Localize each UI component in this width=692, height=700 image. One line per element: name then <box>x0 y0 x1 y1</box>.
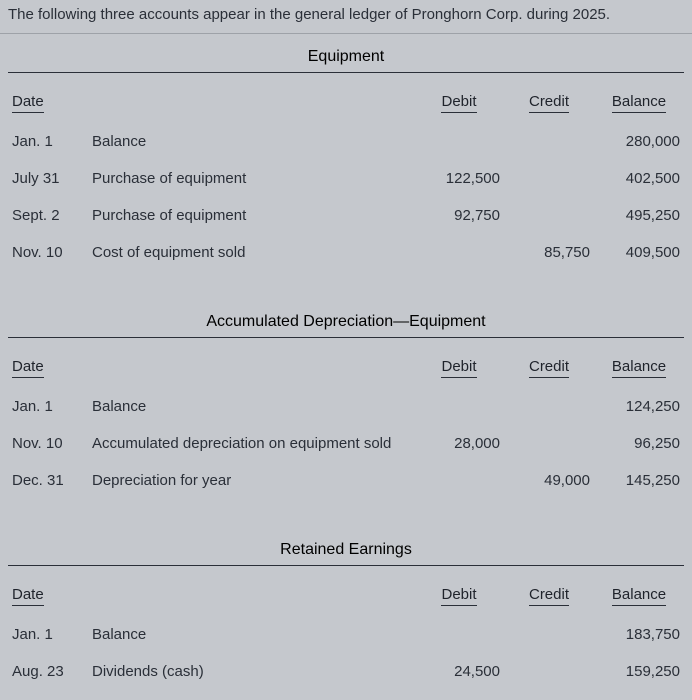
cell-debit: 122,500 <box>414 160 504 197</box>
cell-balance: 124,250 <box>594 388 684 425</box>
cell-balance: 402,500 <box>594 160 684 197</box>
col-desc-header <box>88 566 414 616</box>
table-header-row: Date Debit Credit Balance <box>8 338 684 388</box>
col-desc-header <box>88 338 414 388</box>
cell-debit: 28,000 <box>414 425 504 462</box>
table-row: Aug. 23 Dividends (cash) 24,500 159,250 <box>8 653 684 690</box>
cell-debit <box>414 234 504 271</box>
cell-date: Dec. 31 <box>8 462 88 499</box>
cell-date: Nov. 10 <box>8 425 88 462</box>
table-row: July 31 Purchase of equipment 122,500 40… <box>8 160 684 197</box>
cell-date: Aug. 23 <box>8 653 88 690</box>
intro-text: The following three accounts appear in t… <box>0 0 692 34</box>
cell-date: Nov. 10 <box>8 234 88 271</box>
col-credit-header: Credit <box>504 338 594 388</box>
cell-balance: 145,250 <box>594 462 684 499</box>
ledger-accum-depr: Accumulated Depreciation—Equipment Date … <box>8 313 684 499</box>
cell-balance: 409,500 <box>594 234 684 271</box>
cell-credit <box>504 388 594 425</box>
ledger-table: Date Debit Credit Balance Jan. 1 Balance… <box>8 73 684 271</box>
table-header-row: Date Debit Credit Balance <box>8 566 684 616</box>
col-balance-header: Balance <box>594 73 684 123</box>
col-date-header: Date <box>8 338 88 388</box>
col-desc-header <box>88 73 414 123</box>
ledger-table: Date Debit Credit Balance Jan. 1 Balance… <box>8 338 684 499</box>
cell-desc: Accumulated depreciation on equipment so… <box>88 425 414 462</box>
cell-balance: 183,750 <box>594 616 684 653</box>
col-date-header: Date <box>8 566 88 616</box>
ledger-equipment: Equipment Date Debit Credit Balance Jan.… <box>8 48 684 271</box>
cell-credit <box>504 123 594 160</box>
col-credit-header: Credit <box>504 73 594 123</box>
cell-desc: Balance <box>88 123 414 160</box>
cell-desc: Depreciation for year <box>88 462 414 499</box>
cell-debit <box>414 616 504 653</box>
cell-balance: 280,000 <box>594 123 684 160</box>
cell-date: July 31 <box>8 160 88 197</box>
cell-desc: Purchase of equipment <box>88 160 414 197</box>
col-debit-header: Debit <box>414 566 504 616</box>
col-credit-header: Credit <box>504 566 594 616</box>
table-row: Sept. 2 Purchase of equipment 92,750 495… <box>8 197 684 234</box>
cell-date: Sept. 2 <box>8 197 88 234</box>
cell-desc: Balance <box>88 616 414 653</box>
cell-debit <box>414 388 504 425</box>
col-balance-header: Balance <box>594 566 684 616</box>
ledger-title: Retained Earnings <box>8 541 684 566</box>
cell-debit: 24,500 <box>414 653 504 690</box>
table-row: Jan. 1 Balance 183,750 <box>8 616 684 653</box>
table-header-row: Date Debit Credit Balance <box>8 73 684 123</box>
col-debit-header: Debit <box>414 338 504 388</box>
cell-desc: Cost of equipment sold <box>88 234 414 271</box>
table-row: Jan. 1 Balance 280,000 <box>8 123 684 160</box>
cell-balance: 96,250 <box>594 425 684 462</box>
page: The following three accounts appear in t… <box>0 0 692 690</box>
table-row: Nov. 10 Accumulated depreciation on equi… <box>8 425 684 462</box>
cell-credit: 85,750 <box>504 234 594 271</box>
col-balance-header: Balance <box>594 338 684 388</box>
ledger-title: Equipment <box>8 48 684 73</box>
cell-credit: 49,000 <box>504 462 594 499</box>
col-debit-header: Debit <box>414 73 504 123</box>
cell-debit: 92,750 <box>414 197 504 234</box>
cell-desc: Dividends (cash) <box>88 653 414 690</box>
cell-balance: 495,250 <box>594 197 684 234</box>
table-row: Dec. 31 Depreciation for year 49,000 145… <box>8 462 684 499</box>
cell-credit <box>504 616 594 653</box>
cell-desc: Purchase of equipment <box>88 197 414 234</box>
table-row: Nov. 10 Cost of equipment sold 85,750 40… <box>8 234 684 271</box>
ledger-title: Accumulated Depreciation—Equipment <box>8 313 684 338</box>
ledger-table: Date Debit Credit Balance Jan. 1 Balance… <box>8 566 684 690</box>
cell-credit <box>504 197 594 234</box>
cell-desc: Balance <box>88 388 414 425</box>
cell-date: Jan. 1 <box>8 123 88 160</box>
cell-date: Jan. 1 <box>8 388 88 425</box>
cell-credit <box>504 425 594 462</box>
cell-debit <box>414 123 504 160</box>
table-row: Jan. 1 Balance 124,250 <box>8 388 684 425</box>
cell-date: Jan. 1 <box>8 616 88 653</box>
col-date-header: Date <box>8 73 88 123</box>
cell-debit <box>414 462 504 499</box>
ledger-retained-earnings: Retained Earnings Date Debit Credit Bala… <box>8 541 684 690</box>
cell-credit <box>504 160 594 197</box>
cell-credit <box>504 653 594 690</box>
cell-balance: 159,250 <box>594 653 684 690</box>
